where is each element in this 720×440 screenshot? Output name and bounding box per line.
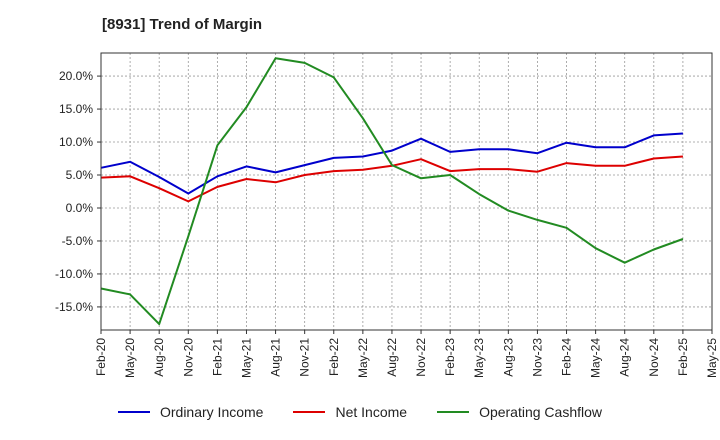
legend-item-ordinary-income: Ordinary Income: [117, 404, 264, 420]
x-tick-label: May-24: [589, 338, 603, 378]
x-tick-label: Nov-20: [181, 338, 195, 377]
y-tick-label: -10.0%: [55, 267, 93, 281]
operating-cashflow-line: [100, 57, 684, 326]
legend-label: Ordinary Income: [159, 404, 264, 420]
legend-swatch: [293, 411, 326, 413]
y-tick-label: -15.0%: [55, 300, 93, 314]
x-tick-label: Aug-21: [269, 338, 283, 377]
x-tick-label: Feb-20: [94, 338, 108, 376]
x-tick-label: Aug-24: [618, 338, 632, 377]
x-tick-label: May-21: [239, 338, 253, 378]
x-tick-label: Aug-23: [501, 338, 515, 377]
x-tick-label: Aug-20: [152, 338, 166, 377]
y-tick-label: 10.0%: [59, 135, 93, 149]
ordinary-income-line: [100, 132, 683, 195]
legend: Ordinary Income Net Income Operating Cashf…: [0, 404, 720, 420]
x-tick-label: Feb-25: [676, 338, 690, 376]
chart-title: [8931] Trend of Margin: [102, 16, 263, 33]
x-tick-label: May-25: [705, 338, 719, 378]
y-tick-label: 5.0%: [66, 168, 94, 182]
x-tick-label: Feb-21: [210, 338, 224, 376]
y-tick-label: 20.0%: [59, 69, 93, 83]
legend-item-operating-cashflow: Operating Cashflow: [437, 404, 602, 420]
x-tick-label: Feb-24: [560, 338, 574, 376]
x-tick-label: Nov-23: [530, 338, 544, 377]
y-tick-label: 15.0%: [59, 102, 93, 116]
legend-label: Operating Cashflow: [479, 404, 603, 420]
x-tick-label: Nov-21: [298, 338, 312, 377]
x-tick-label: Nov-22: [414, 338, 428, 377]
x-tick-label: Feb-22: [327, 338, 341, 376]
plot-frame: [100, 52, 713, 331]
x-tick-label: May-23: [472, 338, 486, 378]
x-tick-label: May-20: [123, 338, 137, 378]
x-tick-label: Nov-24: [647, 338, 661, 377]
x-tick-label: Aug-22: [385, 338, 399, 377]
legend-item-net-income: Net Income: [293, 404, 407, 420]
x-tick-label: Feb-23: [443, 338, 457, 376]
legend-swatch: [117, 411, 150, 413]
legend-label: Net Income: [335, 404, 408, 420]
x-tick-label: May-22: [356, 338, 370, 378]
y-tick-label: -5.0%: [62, 234, 94, 248]
y-tick-label: 0.0%: [66, 201, 94, 215]
legend-swatch: [437, 411, 470, 413]
